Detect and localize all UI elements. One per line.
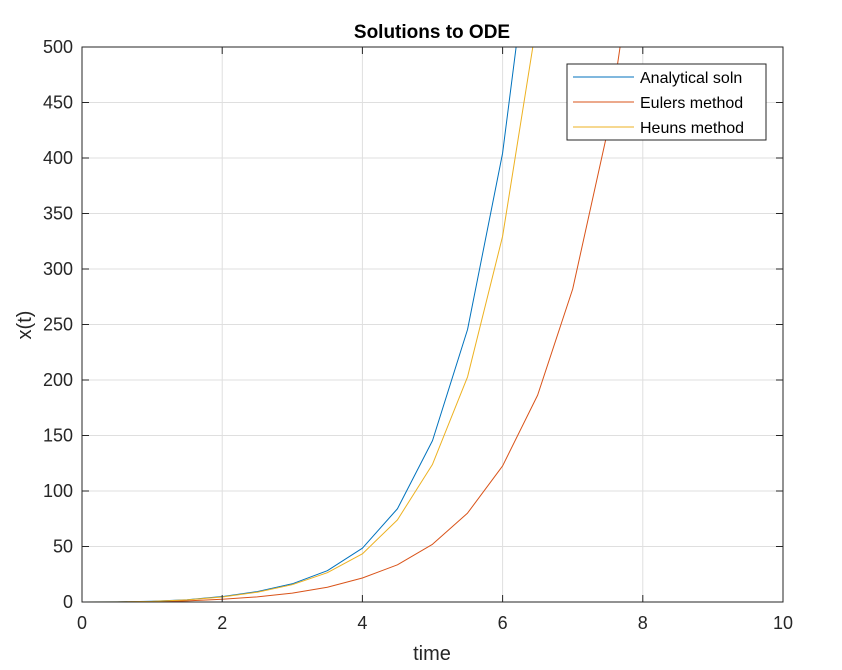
series-line-heuns-method xyxy=(82,47,534,602)
legend-label: Heuns method xyxy=(640,120,744,137)
y-tick-label: 250 xyxy=(43,315,73,335)
x-tick-label: 2 xyxy=(217,613,227,633)
series-layer xyxy=(82,47,621,602)
chart-title: Solutions to ODE xyxy=(354,22,510,43)
legend-label: Analytical soln xyxy=(640,70,742,87)
x-tick-label: 6 xyxy=(498,613,508,633)
x-tick-label: 0 xyxy=(77,613,87,633)
x-tick-label: 10 xyxy=(773,613,793,633)
legend-label: Eulers method xyxy=(640,95,743,112)
series-line-eulers-method xyxy=(82,47,621,602)
y-tick-label: 350 xyxy=(43,204,73,224)
y-tick-label: 500 xyxy=(43,37,73,57)
y-tick-label: 0 xyxy=(63,592,73,612)
legend: Analytical soln Eulers method Heuns method xyxy=(566,63,767,141)
y-tick-label: 100 xyxy=(43,481,73,501)
x-tick-label: 4 xyxy=(357,613,367,633)
y-tick-label: 200 xyxy=(43,370,73,390)
y-axis-label: x(t) xyxy=(14,311,36,340)
y-tick-label: 150 xyxy=(43,426,73,446)
y-tick-label: 50 xyxy=(53,537,73,557)
gridlines xyxy=(82,47,783,602)
x-tick-label: 8 xyxy=(638,613,648,633)
x-axis-label: time xyxy=(413,643,451,665)
y-tick-label: 450 xyxy=(43,93,73,113)
y-tick-label: 300 xyxy=(43,259,73,279)
y-tick-label: 400 xyxy=(43,148,73,168)
